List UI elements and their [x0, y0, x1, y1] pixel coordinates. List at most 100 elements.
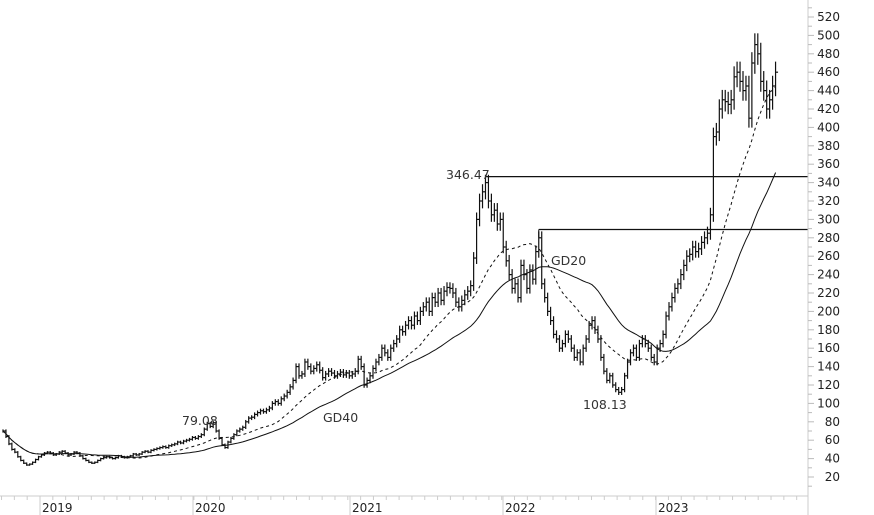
price-bar — [443, 286, 447, 306]
price-bar — [325, 370, 329, 381]
price-bar — [650, 344, 654, 361]
price-bar — [248, 416, 252, 424]
price-bar — [117, 454, 121, 459]
y-tick-label: 120 — [817, 378, 840, 392]
price-bar — [316, 361, 320, 372]
price-bar — [233, 433, 237, 440]
price-bar — [348, 369, 352, 379]
price-bar — [105, 455, 110, 459]
moving-average-gd20 — [2, 86, 776, 459]
y-tick-label: 240 — [817, 268, 840, 282]
price-bar — [535, 245, 539, 285]
x-tick-label: 2020 — [195, 501, 226, 515]
price-bar — [67, 452, 71, 456]
x-tick-label: 2019 — [42, 501, 73, 515]
price-bar — [366, 377, 370, 388]
price-bar — [73, 451, 77, 456]
price-bar — [532, 264, 536, 285]
price-bar — [467, 286, 471, 300]
price-bar — [561, 339, 565, 352]
price-bar — [499, 212, 503, 231]
price-bar — [141, 451, 145, 456]
price-bar — [428, 297, 432, 316]
price-bar — [378, 353, 382, 366]
price-bar — [760, 42, 764, 92]
price-bar — [470, 280, 474, 297]
price-bar — [671, 292, 675, 312]
price-bar — [730, 89, 734, 115]
y-tick-label: 40 — [825, 452, 840, 466]
price-bar — [46, 451, 50, 455]
price-bar — [552, 316, 557, 339]
price-bar — [345, 369, 349, 378]
price-bar — [64, 450, 68, 455]
price-bar — [416, 311, 420, 325]
y-tick-label: 400 — [817, 120, 840, 134]
price-bar — [200, 433, 204, 438]
price-bar — [600, 335, 604, 361]
price-bar — [473, 252, 477, 291]
price-bar — [712, 127, 716, 222]
price-bar — [526, 269, 530, 294]
price-bar — [339, 369, 343, 377]
price-bar — [700, 236, 705, 256]
price-bar — [239, 427, 243, 433]
price-bar — [656, 344, 660, 366]
price-bar — [26, 462, 30, 466]
price-bar — [549, 306, 554, 325]
price-bar — [748, 75, 752, 128]
price-bar — [697, 242, 702, 258]
price-bar — [37, 455, 42, 461]
price-bar — [360, 355, 364, 370]
price-bar — [5, 429, 9, 438]
price-bar — [523, 259, 527, 281]
price-bar — [588, 320, 592, 343]
price-bar — [277, 399, 281, 406]
y-tick-label: 140 — [817, 360, 840, 374]
price-bar — [754, 33, 758, 74]
price-bar — [677, 278, 681, 294]
price-bar — [144, 450, 148, 454]
price-bar — [674, 283, 678, 303]
price-bar — [182, 439, 187, 445]
price-bar — [11, 442, 15, 451]
price-bar — [461, 295, 465, 312]
price-bar — [150, 449, 154, 454]
price-bar — [286, 389, 290, 399]
price-bar — [615, 382, 619, 393]
price-bar — [283, 393, 287, 402]
price-bar — [230, 436, 234, 444]
price-bar — [342, 369, 346, 378]
price-bar — [43, 452, 47, 456]
price-bar — [695, 240, 699, 258]
price-bar — [180, 440, 184, 445]
y-tick-label: 420 — [817, 102, 840, 116]
price-bar — [381, 344, 385, 361]
price-bar — [455, 287, 459, 308]
y-tick-label: 20 — [825, 470, 840, 484]
y-tick-label: 320 — [817, 194, 840, 208]
price-bar — [147, 450, 151, 454]
price-bar — [419, 306, 423, 325]
label-gd40: GD40 — [323, 410, 358, 425]
price-bar — [88, 459, 92, 464]
price-bar — [29, 463, 33, 466]
price-bar — [268, 405, 272, 412]
price-bar — [425, 297, 429, 312]
annotation-low-2019-high: 79.08 — [182, 413, 218, 428]
price-bar — [769, 89, 773, 119]
price-bar — [582, 344, 586, 366]
price-bar — [138, 452, 142, 456]
price-bar — [449, 282, 453, 294]
price-bar — [647, 339, 651, 352]
y-tick-label: 220 — [817, 286, 840, 300]
price-bar — [49, 451, 53, 455]
annotation-2022-low: 108.13 — [583, 397, 627, 412]
price-bar — [585, 335, 589, 352]
price-bar — [476, 212, 480, 264]
price-bar — [579, 349, 583, 366]
plot-area — [2, 33, 808, 466]
price-bar — [644, 335, 648, 348]
price-bar — [692, 240, 696, 261]
